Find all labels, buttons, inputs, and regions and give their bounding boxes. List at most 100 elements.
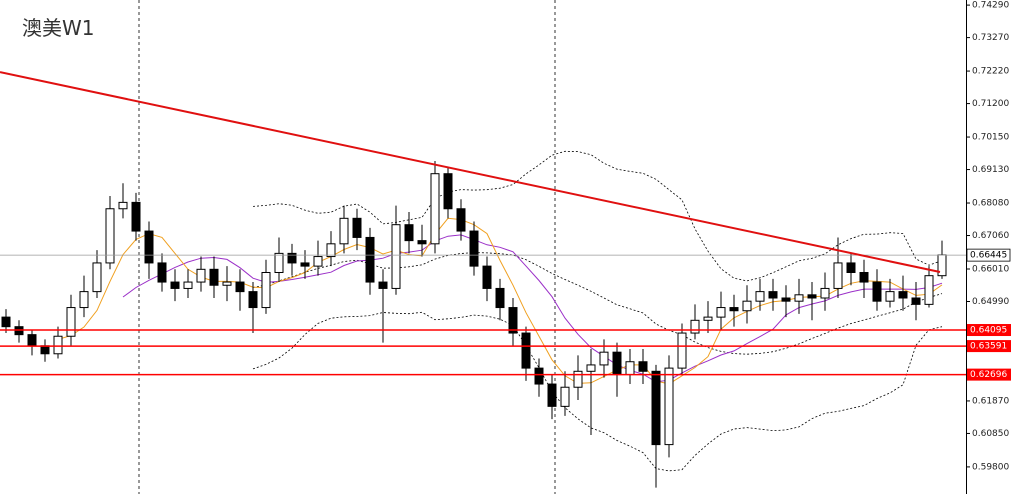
candle-body [638, 361, 648, 372]
candle-body [898, 291, 908, 299]
candle-body [235, 281, 245, 293]
candle-body [807, 294, 817, 299]
candle-body [365, 236, 375, 283]
candle-body [196, 268, 206, 283]
candle-body [508, 307, 518, 334]
candle-body [40, 345, 50, 355]
candle-body [846, 262, 856, 273]
y-tick-label: 0.70150 [972, 133, 1009, 143]
candle-body [781, 297, 791, 302]
candle-body [768, 291, 778, 299]
bollinger-band [252, 311, 943, 472]
y-tick-label: 0.61870 [972, 396, 1009, 406]
candle-body [274, 252, 284, 273]
candle-body [469, 230, 479, 267]
candle-body [885, 291, 895, 302]
bollinger-band [252, 252, 943, 355]
candle-body [599, 351, 609, 366]
y-tick-label: 0.59800 [972, 462, 1009, 472]
trend-line [0, 71, 941, 273]
plot-area [0, 71, 966, 488]
candle-body [79, 291, 89, 309]
candle-body [326, 243, 336, 258]
candle-body [157, 262, 167, 283]
level-label-box [967, 340, 1011, 353]
candle-body [170, 281, 180, 289]
y-tick-label: 0.72220 [972, 67, 1009, 77]
candle-body [833, 262, 843, 289]
candle-body [92, 262, 102, 293]
candle-body [534, 367, 544, 385]
candle-body [352, 217, 362, 238]
candle-body [911, 297, 921, 305]
candle-body [703, 316, 713, 321]
y-tick-label: 0.64990 [972, 297, 1009, 307]
candle-body [495, 287, 505, 309]
candle-body [820, 287, 830, 299]
y-tick-label: 0.71200 [972, 99, 1009, 109]
candle-body [222, 281, 232, 286]
candle-body [742, 300, 752, 312]
candle-body [430, 173, 440, 245]
candle-body [53, 335, 63, 355]
candle-body [755, 291, 765, 302]
y-tick-label: 0.73270 [972, 33, 1009, 43]
candle-body [261, 271, 271, 309]
level-label-box [967, 324, 1011, 337]
candle-body [144, 230, 154, 264]
bollinger-band [252, 150, 943, 282]
level-label: 0.64095 [970, 326, 1007, 336]
candle-body [209, 268, 219, 286]
level-label: 0.63591 [970, 342, 1007, 352]
y-tick-label: 0.68080 [972, 199, 1009, 209]
candle-body [664, 367, 674, 446]
candle-body [287, 252, 297, 264]
current-price-box [966, 248, 1011, 262]
price-axis: 0.74290 0.73270 0.72220 0.71200 0.70150 0.691… [966, 1, 1011, 472]
candle-body [378, 281, 388, 289]
candle-body [248, 291, 258, 309]
candle-body [313, 256, 323, 267]
candle-body [625, 361, 635, 375]
candle-body [729, 307, 739, 312]
candle-body [118, 201, 128, 210]
level-label: 0.62696 [970, 370, 1007, 380]
candle-body [547, 383, 557, 407]
candle-body [105, 208, 115, 264]
candle-body [521, 332, 531, 369]
candle-body [443, 173, 453, 210]
candle-body [131, 201, 141, 232]
candle-body [612, 351, 622, 375]
candle-body [651, 370, 661, 446]
candle-body [716, 307, 726, 318]
candle-body [872, 281, 882, 302]
candle-body [66, 307, 76, 337]
candle-body [300, 262, 310, 267]
candle-body [183, 281, 193, 289]
y-tick-label: 0.67060 [972, 231, 1009, 241]
candle-body [482, 265, 492, 289]
candle-body [677, 332, 687, 369]
current-price-label: 0.66445 [970, 251, 1007, 261]
y-tick-label: 0.69130 [972, 165, 1009, 175]
moving-average [122, 234, 943, 383]
candle-body [924, 275, 934, 305]
candle-body [573, 370, 583, 388]
candle-body [339, 217, 349, 245]
candle-body [690, 319, 700, 334]
y-tick-label: 0.74290 [972, 1, 1009, 11]
candle-body [586, 364, 596, 372]
level-label-box [967, 368, 1011, 381]
candle-body [404, 224, 414, 242]
candle-body [417, 240, 427, 245]
candle-body [1, 316, 11, 328]
candle-body [794, 294, 804, 302]
candle-body [859, 271, 869, 283]
candle-body [456, 208, 466, 232]
candle-body [27, 334, 37, 347]
y-tick-label: 0.60850 [972, 429, 1009, 439]
y-tick-label: 0.66010 [972, 264, 1009, 274]
